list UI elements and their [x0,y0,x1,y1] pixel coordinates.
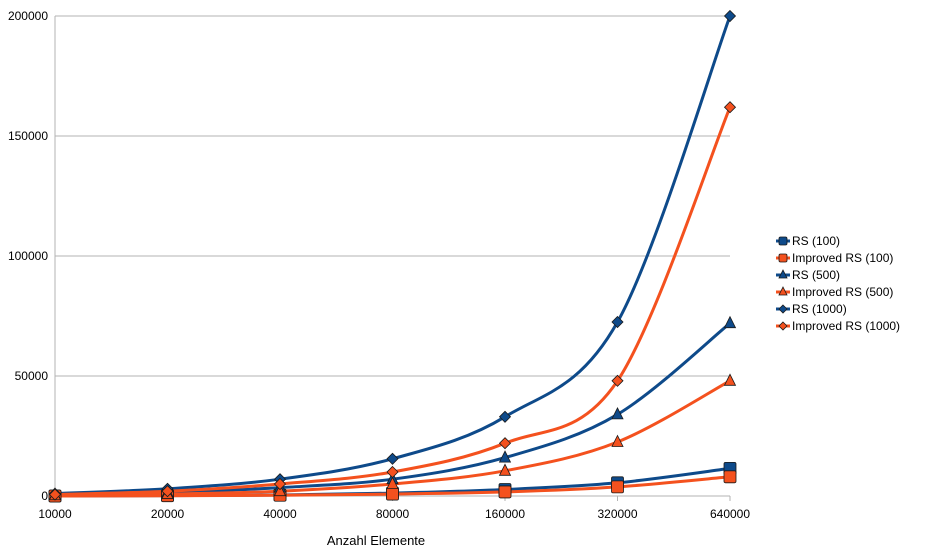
legend-label: Improved RS (1000) [792,319,900,333]
series-markers [48,9,737,503]
legend-marker [778,253,788,263]
x-tick-label: 10000 [38,507,72,521]
data-point [498,485,512,499]
data-point [498,410,512,423]
legend-label: Improved RS (100) [792,251,893,265]
x-tick-label: 320000 [597,507,637,521]
legend-marker [778,321,788,331]
legend-label: RS (100) [792,234,840,248]
x-tick-label: 80000 [376,507,410,521]
legend-marker [778,269,788,279]
data-point [498,463,512,476]
y-tick-label: 50000 [15,369,49,383]
data-point [611,434,624,447]
data-point [611,315,624,329]
data-point [611,374,624,387]
legend-marker [778,286,788,296]
data-point [723,315,737,329]
data-point [611,480,624,494]
data-point [723,101,737,114]
data-point [611,407,624,420]
legend-marker [778,304,788,314]
legend-label: RS (500) [792,268,840,282]
data-point [498,450,512,463]
x-axis-label: Anzahl Elemente [327,533,425,548]
data-point [723,9,737,23]
y-tick-label: 150000 [8,129,48,143]
data-point [723,470,737,484]
series-line [54,15,732,496]
y-tick-label: 0 [41,489,48,503]
x-tick-label: 640000 [710,507,750,521]
legend-label: RS (1000) [792,302,847,316]
data-point [161,485,174,498]
data-point [498,437,512,450]
axes [54,16,731,501]
data-point [723,373,737,386]
data-point [386,452,399,465]
data-point [386,476,399,489]
y-tick-label: 100000 [8,249,48,263]
grid-lines [55,15,730,497]
data-point [386,465,399,479]
x-tick-label: 160000 [485,507,525,521]
data-point [386,487,399,501]
data-point [273,477,287,491]
data-point [273,483,287,497]
x-tick-label: 40000 [263,507,297,521]
x-tick-label: 20000 [151,507,185,521]
y-tick-labels: 0 50000 100000 150000 200000 [8,9,48,503]
data-point [48,488,62,501]
legend-label: Improved RS (500) [792,285,893,299]
y-tick-label: 200000 [8,9,48,23]
x-tick-labels: 10000 20000 40000 80000 160000 320000 640000 [38,507,750,521]
legend: RS (100) Improved RS (100) RS (500) Improve… [776,234,900,333]
legend-marker [778,236,788,246]
